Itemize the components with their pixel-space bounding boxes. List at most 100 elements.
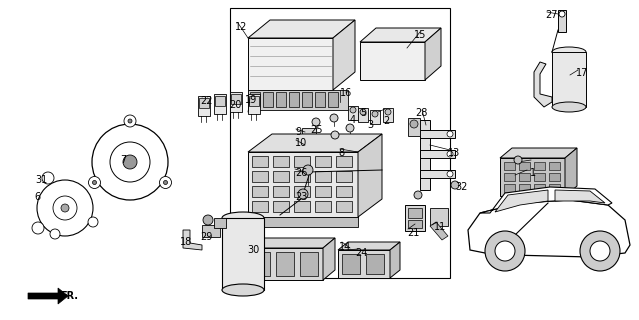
- Bar: [215, 96, 225, 106]
- Bar: [231, 94, 241, 104]
- Text: 18: 18: [180, 237, 192, 247]
- Text: 3: 3: [367, 120, 373, 130]
- Bar: [500, 158, 565, 196]
- Bar: [336, 186, 352, 197]
- Circle shape: [61, 204, 69, 212]
- Bar: [302, 92, 312, 107]
- Text: 9: 9: [295, 127, 301, 137]
- Circle shape: [414, 191, 422, 199]
- Bar: [383, 108, 393, 122]
- Polygon shape: [425, 28, 441, 80]
- Bar: [294, 186, 310, 197]
- Circle shape: [451, 181, 459, 189]
- Bar: [251, 92, 260, 101]
- Circle shape: [37, 180, 93, 236]
- Circle shape: [50, 229, 60, 239]
- Bar: [252, 252, 270, 276]
- Circle shape: [346, 124, 354, 132]
- Bar: [302, 128, 316, 138]
- Polygon shape: [28, 288, 68, 304]
- Bar: [338, 250, 390, 278]
- Bar: [342, 254, 360, 274]
- Polygon shape: [468, 200, 630, 257]
- Polygon shape: [390, 242, 400, 278]
- Polygon shape: [565, 148, 577, 196]
- Text: 4: 4: [350, 115, 356, 125]
- Bar: [289, 92, 299, 107]
- Circle shape: [330, 114, 338, 122]
- Circle shape: [203, 215, 213, 225]
- Bar: [199, 98, 209, 108]
- Polygon shape: [480, 187, 612, 213]
- Text: 31: 31: [35, 175, 47, 185]
- Bar: [360, 42, 425, 80]
- Circle shape: [124, 115, 136, 127]
- Circle shape: [110, 142, 150, 182]
- Circle shape: [92, 124, 168, 200]
- Bar: [248, 90, 333, 102]
- Bar: [248, 248, 323, 280]
- Circle shape: [559, 11, 565, 17]
- Bar: [249, 96, 259, 106]
- Circle shape: [123, 155, 137, 169]
- Bar: [549, 162, 560, 170]
- Bar: [264, 92, 273, 101]
- Ellipse shape: [222, 284, 264, 296]
- Bar: [222, 218, 264, 290]
- Circle shape: [485, 231, 525, 271]
- Bar: [248, 38, 333, 90]
- Text: 27: 27: [545, 10, 557, 20]
- Text: 11: 11: [434, 222, 446, 232]
- Polygon shape: [500, 148, 577, 158]
- Bar: [420, 130, 455, 138]
- Polygon shape: [360, 28, 441, 42]
- Text: FR.: FR.: [60, 291, 78, 301]
- Bar: [263, 92, 273, 107]
- Circle shape: [350, 107, 356, 113]
- Bar: [430, 208, 448, 226]
- Ellipse shape: [552, 102, 586, 112]
- Text: 1: 1: [530, 168, 536, 178]
- Bar: [273, 156, 289, 167]
- Bar: [534, 173, 545, 181]
- Circle shape: [164, 180, 167, 185]
- Bar: [290, 92, 299, 101]
- Bar: [315, 156, 331, 167]
- Polygon shape: [248, 20, 355, 38]
- Text: 15: 15: [414, 30, 426, 40]
- Text: 21: 21: [407, 228, 419, 238]
- Text: 20: 20: [229, 100, 242, 110]
- Text: 7: 7: [120, 155, 127, 165]
- Bar: [336, 156, 352, 167]
- Text: 22: 22: [200, 96, 213, 106]
- Text: 26: 26: [295, 168, 307, 178]
- Bar: [549, 173, 560, 181]
- Text: 2: 2: [383, 116, 389, 126]
- Text: 17: 17: [576, 68, 589, 78]
- Circle shape: [32, 222, 44, 234]
- Bar: [273, 186, 289, 197]
- Polygon shape: [323, 238, 335, 280]
- Bar: [366, 254, 384, 274]
- Text: 6: 6: [34, 192, 40, 202]
- Text: 16: 16: [340, 88, 352, 98]
- Bar: [198, 96, 210, 116]
- Circle shape: [312, 118, 320, 126]
- Circle shape: [447, 131, 453, 137]
- Circle shape: [331, 131, 339, 139]
- Bar: [315, 186, 331, 197]
- Circle shape: [590, 241, 610, 261]
- Ellipse shape: [552, 47, 586, 57]
- Circle shape: [447, 151, 453, 157]
- Bar: [273, 201, 289, 212]
- Bar: [519, 162, 530, 170]
- Circle shape: [580, 231, 620, 271]
- Bar: [302, 140, 316, 150]
- Polygon shape: [430, 222, 448, 240]
- Bar: [273, 171, 289, 182]
- Circle shape: [385, 109, 391, 115]
- Text: 29: 29: [200, 232, 212, 242]
- Text: 12: 12: [235, 22, 247, 32]
- Text: 14: 14: [339, 242, 351, 252]
- Bar: [252, 156, 268, 167]
